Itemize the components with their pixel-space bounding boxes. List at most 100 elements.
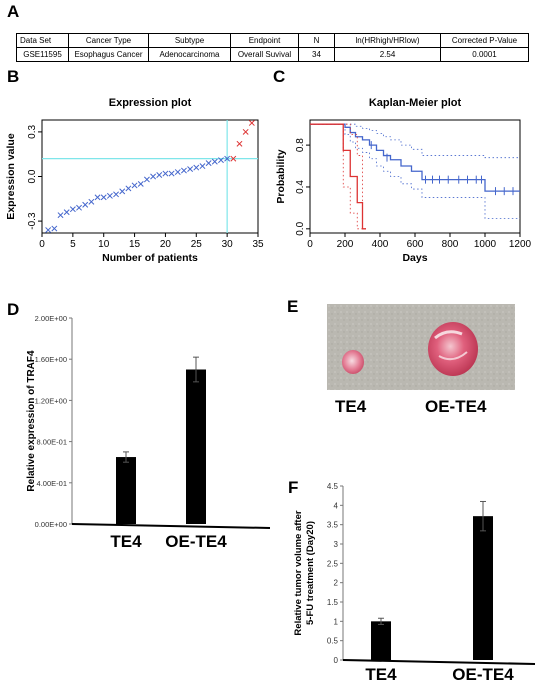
panel-label-f: F (288, 478, 299, 497)
data-point (94, 194, 101, 201)
x-tick-label: 25 (191, 239, 203, 250)
data-point (168, 170, 175, 177)
data-point (156, 172, 163, 178)
y-tick-label: 4.5 (327, 482, 339, 491)
y-tick-label: 0.5 (327, 637, 339, 646)
table-header-cell: ln(HRhigh/HRlow) (334, 33, 441, 48)
y-tick-label: 2.5 (327, 559, 339, 568)
y-tick-label: -0.3 (27, 212, 38, 230)
tumor-volume-bar-chart: 0 0.5 1 1.5 2 2.5 3 3.5 4 4.5 Relative tumor volum… (293, 482, 536, 684)
x-tick-label: 1000 (474, 239, 497, 250)
data-point (174, 169, 181, 175)
x-tick-label: 0 (307, 239, 313, 250)
table-cell: 0.0001 (440, 47, 529, 62)
chart-title: Kaplan-Meier plot (369, 97, 462, 109)
survival-curve (310, 123, 520, 192)
data-point (143, 176, 150, 183)
y-axis-label: Expression value (5, 133, 17, 220)
y-tick-label: 1.5 (327, 598, 339, 607)
x-tick-label: 35 (252, 239, 264, 250)
y-axis-label: Relative tumor volume after (293, 510, 304, 635)
table-cell: GSE11595 (16, 47, 69, 62)
panel-label-d: D (7, 300, 20, 319)
data-point (57, 212, 64, 219)
y-axis-label: Probability (275, 149, 287, 203)
table-header-cell: Cancer Type (68, 33, 149, 48)
data-point (248, 120, 255, 126)
data-point (88, 198, 95, 205)
data-point (162, 170, 169, 177)
y-tick-label: 0.00E+00 (35, 520, 67, 529)
data-point (230, 155, 237, 162)
data-point (100, 194, 107, 201)
table-header-cell: Data Set (16, 33, 69, 48)
y-tick-label: 0.4 (295, 180, 306, 194)
data-point (82, 201, 89, 208)
data-point (218, 157, 224, 164)
category-label: TE4 (110, 532, 142, 551)
x-tick-label: 400 (372, 239, 389, 250)
y-tick-label: 1.20E+00 (35, 396, 67, 405)
x-tick-label: 800 (442, 239, 459, 250)
x-tick-label: 15 (129, 239, 141, 250)
data-point (180, 167, 187, 174)
category-label: OE-TE4 (165, 532, 227, 551)
y-tick-label: 2 (334, 579, 339, 588)
y-tick-label: 4 (334, 501, 339, 510)
table-cell: 2.54 (334, 47, 441, 62)
table-header-cell: N (298, 33, 335, 48)
small-tumor (342, 350, 364, 374)
data-point (199, 163, 206, 170)
x-tick-label: 600 (407, 239, 424, 250)
panel-label-a: A (7, 2, 20, 21)
chart-title: Expression plot (109, 97, 192, 109)
category-label: TE4 (365, 665, 397, 684)
survival-curve (310, 123, 366, 230)
bar (473, 516, 493, 660)
y-tick-label: 0 (334, 656, 339, 665)
x-tick-label: 200 (337, 239, 354, 250)
panel-label-e: E (287, 297, 299, 316)
table-cell: 34 (298, 47, 335, 62)
y-axis-label: Relative expression of TRAF4 (26, 350, 37, 492)
y-tick-label: 1 (334, 617, 339, 626)
bar (371, 621, 391, 660)
table-header-cell: Endpoint (230, 33, 299, 48)
data-point (125, 185, 132, 192)
x-tick-label: 30 (222, 239, 234, 250)
data-point (106, 192, 113, 199)
plot-frame (309, 119, 521, 234)
x-tick-label: 1200 (509, 239, 532, 250)
data-point (205, 160, 212, 167)
table-header-row: Data Set Cancer Type Subtype Endpoint N … (16, 33, 529, 48)
y-tick-label: 3 (334, 540, 339, 549)
data-point (236, 140, 243, 147)
tumor-photo (327, 304, 515, 390)
y-tick-label: 0.3 (27, 125, 38, 139)
x-axis-label: Days (402, 252, 427, 264)
x-axis-label: Number of patients (102, 252, 198, 264)
data-point (119, 188, 126, 195)
panel-label-b: B (7, 67, 20, 86)
data-point (69, 206, 76, 213)
confidence-upper (310, 123, 520, 159)
data-point (51, 225, 58, 232)
data-point (113, 191, 120, 198)
data-point (76, 204, 82, 211)
data-point (224, 155, 231, 162)
y-tick-label: 2.00E+00 (35, 314, 67, 323)
data-point (187, 166, 194, 173)
photo-label-te4: TE4 (335, 397, 367, 416)
panel-label-c: C (273, 67, 286, 86)
x-axis-line (71, 523, 271, 529)
traf4-expression-bar-chart: 0.00E+00 4.00E-01 8.00E-01 1.20E+00 1.60E+00… (26, 314, 271, 551)
table-cell: Adenocarcinoma (148, 47, 231, 62)
x-tick-label: 10 (98, 239, 110, 250)
data-point (131, 182, 138, 189)
bar (186, 369, 206, 524)
y-tick-label: 0.0 (27, 169, 38, 183)
large-tumor (428, 322, 478, 376)
y-tick-label: 0.8 (295, 138, 306, 152)
data-point (63, 209, 70, 216)
table-cell: Overall Suvival (230, 47, 299, 62)
